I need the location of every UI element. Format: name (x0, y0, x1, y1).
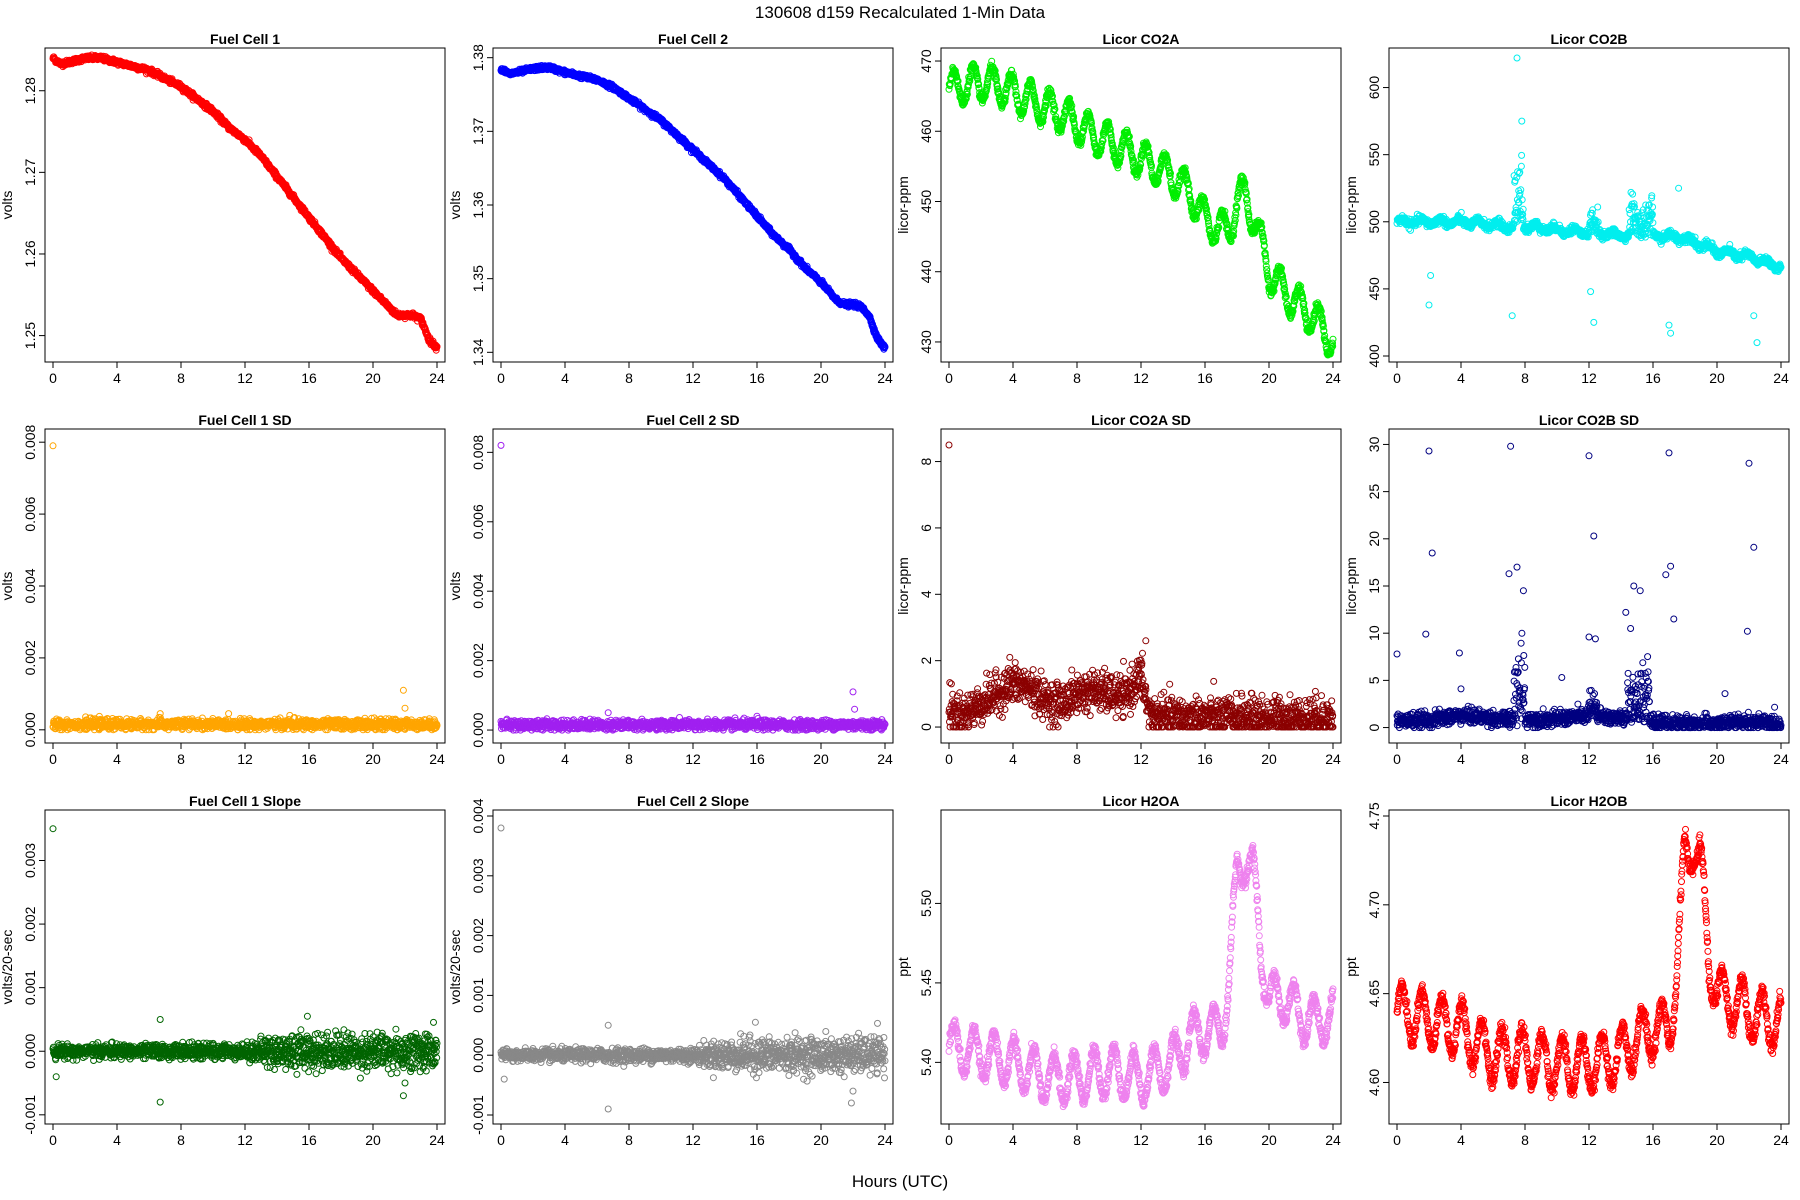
x-tick-label: 0 (497, 370, 505, 386)
x-tick-label: 20 (813, 370, 829, 386)
y-tick-label: 600 (1366, 76, 1382, 100)
y-tick-label: 430 (918, 330, 934, 354)
plot-frame (1388, 47, 1790, 363)
x-tick-label: 8 (625, 370, 633, 386)
x-tick-label: 24 (429, 370, 445, 386)
data-series (945, 57, 1337, 359)
data-point (1517, 162, 1525, 170)
panel-title: Licor CO2A (1102, 31, 1179, 47)
y-tick-label: 450 (1366, 277, 1382, 301)
x-tick-label: 4 (1009, 370, 1017, 386)
panel-0: Fuel Cell 1 volts 0 4 8 12 16 20 24 1.25 1.26 1.27 1… (0, 31, 446, 386)
data-point (1329, 335, 1337, 343)
x-tick-label: 4 (1457, 370, 1465, 386)
y-tick-label: 1.26 (22, 240, 38, 267)
panel-title: Fuel Cell 2 (658, 31, 728, 47)
y-axis-label: licor-ppm (1343, 176, 1359, 234)
y-tick-label: 1.38 (470, 44, 486, 71)
panel-3: Licor CO2B licor-ppm 0 4 8 12 16 20 24 400 450 500 5… (1343, 31, 1790, 386)
x-tick-label: 8 (1521, 370, 1529, 386)
y-tick-label: 1.36 (470, 191, 486, 218)
panel-title: Licor CO2B (1550, 31, 1627, 47)
panel-1: Fuel Cell 2 volts 0 4 8 12 16 20 24 1.34 1.35 1.36 1… (447, 31, 894, 386)
y-tick-label: 1.25 (22, 322, 38, 349)
x-tick-label: 0 (1393, 370, 1401, 386)
x-tick-label: 20 (365, 370, 381, 386)
x-tick-label: 16 (749, 370, 765, 386)
data-point (1518, 151, 1526, 159)
y-tick-label: 440 (918, 260, 934, 284)
x-tick-label: 24 (877, 370, 893, 386)
plot-frame (44, 47, 446, 363)
y-axis-label: licor-ppm (895, 176, 911, 234)
x-tick-label: 16 (301, 370, 317, 386)
y-tick-label: 470 (918, 49, 934, 73)
y-tick-label: 400 (1366, 344, 1382, 368)
x-tick-label: 12 (685, 370, 701, 386)
data-series (1393, 54, 1785, 347)
panel-grid: Fuel Cell 1 volts 0 4 8 12 16 20 24 1.25 1.26 1.27 1… (0, 31, 1790, 1148)
x-tick-label: 12 (1133, 370, 1149, 386)
x-tick-label: 24 (1325, 370, 1341, 386)
y-axis-label: volts (447, 191, 463, 220)
y-tick-label: 550 (1366, 143, 1382, 167)
x-tick-label: 20 (1709, 370, 1725, 386)
x-tick-label: 8 (1073, 370, 1081, 386)
y-tick-label: 450 (918, 190, 934, 214)
x-tick-label: 4 (561, 370, 569, 386)
x-tick-label: 4 (113, 370, 121, 386)
y-tick-label: 1.27 (22, 159, 38, 186)
data-series (497, 62, 889, 353)
panel-2: Licor CO2A licor-ppm 0 4 8 12 16 20 24 430 440 450 4… (895, 31, 1342, 386)
panel-title: Fuel Cell 1 (210, 31, 280, 47)
y-tick-label: 500 (1366, 210, 1382, 234)
x-tick-label: 12 (237, 370, 253, 386)
x-tick-label: 16 (1645, 370, 1661, 386)
x-tick-label: 16 (1197, 370, 1213, 386)
y-tick-label: 1.35 (470, 265, 486, 292)
x-tick-label: 0 (945, 370, 953, 386)
y-tick-label: 460 (918, 119, 934, 143)
x-tick-label: 12 (1581, 370, 1597, 386)
y-axis-label: volts (0, 191, 15, 220)
page-title: 130608 d159 Recalculated 1-Min Data (755, 3, 1046, 22)
plot-frame (492, 47, 894, 363)
x-tick-label: 8 (177, 370, 185, 386)
data-series (49, 51, 441, 354)
x-tick-label: 24 (1773, 370, 1789, 386)
x-tick-label: 0 (49, 370, 57, 386)
y-tick-label: 1.34 (470, 338, 486, 365)
y-tick-label: 1.28 (22, 77, 38, 104)
x-tick-label: 20 (1261, 370, 1277, 386)
x-axis-label: Hours (UTC) (852, 1172, 948, 1191)
y-tick-label: 1.37 (470, 118, 486, 145)
